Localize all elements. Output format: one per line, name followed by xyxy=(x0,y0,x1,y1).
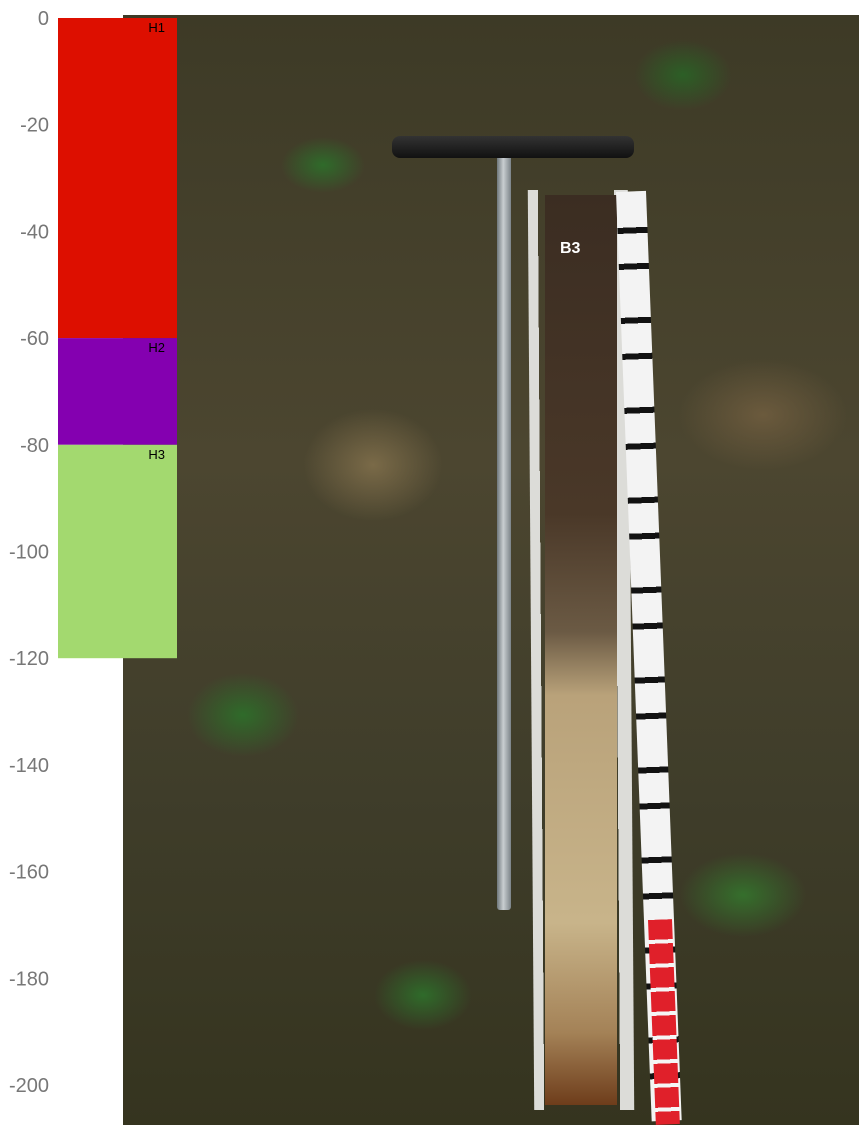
horizon-bar-h2 xyxy=(58,338,177,445)
probe-handle xyxy=(392,136,634,158)
y-tick-label: -180 xyxy=(9,968,49,990)
y-tick-label: -200 xyxy=(9,1075,49,1097)
y-tick-label: -140 xyxy=(9,755,49,777)
y-tick-label: -100 xyxy=(9,542,49,564)
y-tick-label: -160 xyxy=(9,862,49,884)
soil-core-photo xyxy=(123,15,859,1125)
y-tick-label: -120 xyxy=(9,648,49,670)
core-soil-column xyxy=(545,195,617,1105)
horizon-bar-h3 xyxy=(58,444,177,659)
y-tick-label: -60 xyxy=(20,328,49,350)
probe-rod xyxy=(497,150,511,910)
horizon-label-h3: H3 xyxy=(148,447,165,462)
horizon-label-h2: H2 xyxy=(148,340,165,355)
horizon-label-h1: H1 xyxy=(148,20,165,35)
y-tick-label: -40 xyxy=(20,221,49,243)
y-tick-label: -80 xyxy=(20,435,49,457)
y-tick-label: 0 xyxy=(38,8,49,30)
horizon-bar-h1 xyxy=(58,18,177,339)
y-tick-label: -20 xyxy=(20,115,49,137)
core-label: B3 xyxy=(560,240,581,257)
